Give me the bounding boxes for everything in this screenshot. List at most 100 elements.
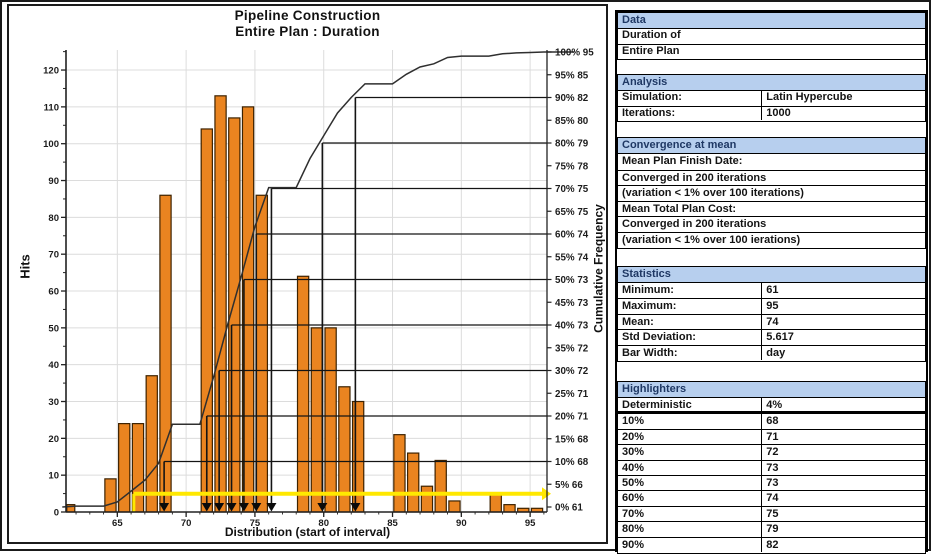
table-row: Mean: 74	[618, 313, 925, 330]
y-axis-tick-label: 80	[48, 213, 59, 224]
row-value: 75	[766, 507, 779, 520]
row-value: 1000	[766, 106, 791, 119]
percentile-down-arrow	[251, 503, 262, 512]
table-row: 90% 82	[618, 536, 925, 552]
right-axis-label: 70% 75	[555, 184, 589, 195]
histogram-bar	[159, 194, 172, 513]
table-row: Iterations: 1000	[618, 105, 925, 120]
table-row: Mean Total Plan Cost:	[618, 200, 925, 217]
section-header: Analysis	[618, 75, 925, 91]
row-label: 40%	[618, 460, 763, 475]
y-axis-tick-label: 20	[48, 434, 59, 445]
right-axis-label: 5% 66	[555, 480, 583, 491]
right-axis-label: 40% 73	[555, 321, 589, 332]
y-axis-tick-label: 30	[48, 397, 59, 408]
right-axis-label: 0% 61	[555, 503, 583, 514]
row-label: Deterministic	[618, 398, 763, 412]
y-axis-tick-label: 40	[48, 360, 59, 371]
table-row: Maximum: 95	[618, 298, 925, 314]
table-row: (variation < 1% over 100 iterations)	[618, 185, 925, 201]
row-label: 10%	[618, 414, 763, 429]
row-value: Latin Hypercube	[766, 91, 853, 103]
section-header: Convergence at mean	[618, 138, 925, 154]
row-label: (variation < 1% over 100 ierations)	[622, 233, 801, 246]
y-axis-tick-label: 90	[48, 176, 59, 187]
row-value: 79	[766, 523, 779, 536]
percentile-down-arrow	[214, 503, 225, 512]
table-row: Simulation: Latin Hypercube	[618, 91, 925, 106]
row-label: Iterations:	[618, 106, 763, 120]
row-label: (variation < 1% over 100 iterations)	[622, 187, 804, 199]
row-label: 90%	[618, 537, 763, 552]
right-axis-label: 55% 74	[555, 252, 589, 263]
percentile-down-arrow	[159, 503, 170, 512]
section-analysis: Analysis Simulation: Latin Hypercube Iterat…	[617, 74, 926, 122]
row-value: 68	[766, 415, 779, 428]
right-axis-label: 60% 74	[555, 230, 589, 241]
histogram-bar	[420, 485, 434, 513]
table-row: Converged in 200 iterations	[618, 169, 925, 186]
right-axis-label: 75% 78	[555, 161, 589, 172]
y-axis-title-hits: Hits	[17, 254, 33, 279]
cumulative-frequency-curve	[62, 51, 575, 508]
section-highlighters: Highlighters Deterministic 4% 10% 68 20% 71 30%…	[617, 381, 926, 554]
table-row: Bar Width: day	[618, 344, 925, 360]
histogram-bar	[434, 459, 447, 513]
row-value: day	[766, 346, 786, 359]
row-label: Mean Plan Finish Date:	[622, 155, 743, 167]
y-axis-tick-label: 0	[54, 508, 59, 519]
chart-title-line2: Entire Plan : Duration	[235, 24, 380, 39]
y-axis-tick-label: 10	[48, 471, 59, 482]
y-axis-tick-label: 100	[43, 139, 59, 150]
right-axis-label: 65% 75	[555, 207, 589, 218]
x-axis-tick-label: 80	[318, 518, 329, 529]
row-label: Entire Plan	[622, 44, 680, 57]
y-axis-tick-label: 70	[48, 250, 59, 261]
section-data: Data Duration of Entire Plan	[617, 12, 926, 60]
table-row: 60% 74	[618, 490, 925, 506]
histogram-bar	[296, 275, 310, 513]
right-axis-label: 10% 68	[555, 457, 589, 468]
table-row: Entire Plan	[618, 43, 925, 59]
row-label: Converged in 200 iterations	[622, 218, 767, 230]
right-axis-label: 30% 72	[555, 366, 589, 377]
table-row: Std Deviation: 5.617	[618, 329, 925, 345]
table-row: (variation < 1% over 100 ierations)	[618, 231, 925, 248]
right-axis-label: 20% 71	[555, 412, 589, 423]
x-axis-tick-label: 70	[181, 518, 192, 529]
row-label: Simulation:	[618, 91, 763, 106]
row-label: 60%	[618, 491, 763, 506]
percentile-down-arrow	[317, 503, 328, 512]
y-axis-title-cumulative-frequency: Cumulative Frequency	[591, 204, 606, 333]
row-value: 74	[766, 315, 779, 328]
row-label: Maximum:	[618, 299, 763, 314]
row-label: Minimum:	[618, 283, 763, 299]
histogram-bar	[448, 500, 461, 513]
histogram-bar	[393, 434, 406, 513]
section-header: Highlighters	[618, 382, 925, 398]
right-axis-label: 50% 73	[555, 275, 589, 286]
section-header: Data	[618, 13, 925, 29]
right-axis-label: 45% 73	[555, 298, 589, 309]
row-label: Converged in 200 iterations	[622, 171, 767, 184]
section-convergence-at-mean: Convergence at mean Mean Plan Finish Date…	[617, 137, 926, 249]
histogram-bar	[310, 327, 324, 513]
table-row: 30% 72	[618, 444, 925, 460]
row-value: 71	[766, 430, 779, 443]
row-label: Bar Width:	[618, 345, 763, 360]
percentile-down-arrow	[266, 503, 277, 512]
histogram-bar	[214, 95, 227, 513]
row-label: Mean:	[618, 314, 763, 330]
histogram-bar	[489, 492, 502, 513]
row-value: 5.617	[766, 331, 794, 344]
table-row: 10% 68	[618, 413, 925, 429]
percentile-down-arrow	[238, 503, 249, 512]
right-axis-label: 100% 95	[555, 48, 594, 59]
section-header: Statistics	[618, 267, 925, 283]
table-row: 50% 73	[618, 474, 925, 491]
x-axis-tick-label: 90	[456, 518, 467, 529]
table-row: 20% 71	[618, 428, 925, 445]
y-axis-tick-label: 60	[48, 287, 59, 298]
percentile-down-arrow	[226, 503, 237, 512]
